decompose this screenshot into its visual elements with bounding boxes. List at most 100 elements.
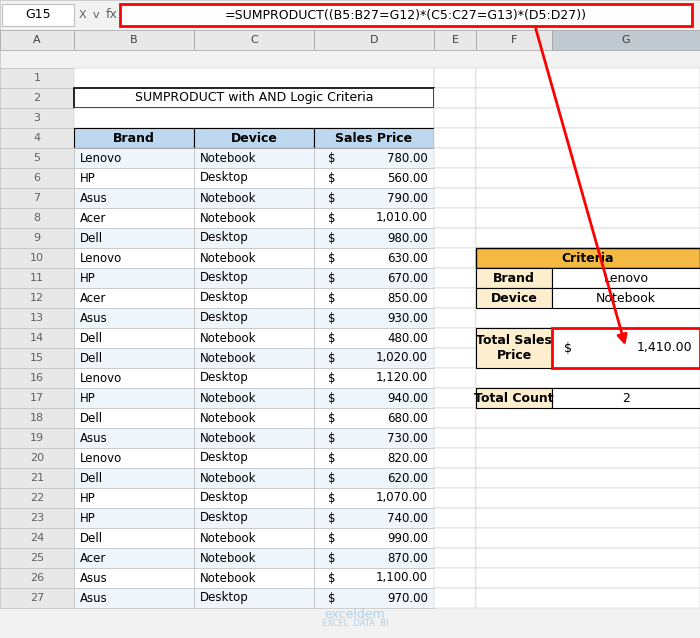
FancyBboxPatch shape [476, 168, 700, 188]
FancyBboxPatch shape [194, 408, 314, 428]
Text: $: $ [328, 392, 336, 404]
FancyBboxPatch shape [476, 468, 700, 488]
FancyBboxPatch shape [74, 288, 194, 308]
FancyBboxPatch shape [194, 308, 314, 328]
Text: Device: Device [491, 292, 538, 304]
Text: 1,410.00: 1,410.00 [636, 341, 692, 355]
FancyBboxPatch shape [476, 288, 700, 308]
Text: Notebook: Notebook [200, 151, 256, 165]
FancyBboxPatch shape [434, 408, 476, 428]
FancyBboxPatch shape [74, 348, 194, 368]
FancyBboxPatch shape [194, 228, 314, 248]
Text: $: $ [328, 332, 336, 345]
Text: Lenovo: Lenovo [80, 251, 122, 265]
FancyBboxPatch shape [314, 448, 434, 468]
Text: $: $ [328, 512, 336, 524]
Text: Lenovo: Lenovo [80, 151, 122, 165]
FancyBboxPatch shape [74, 30, 194, 50]
Text: Notebook: Notebook [200, 191, 256, 205]
FancyBboxPatch shape [476, 368, 700, 388]
Text: Desktop: Desktop [200, 371, 248, 385]
FancyBboxPatch shape [434, 288, 476, 308]
FancyBboxPatch shape [476, 348, 700, 368]
FancyBboxPatch shape [194, 508, 314, 528]
Text: $: $ [328, 371, 336, 385]
FancyBboxPatch shape [434, 488, 476, 508]
Text: G15: G15 [25, 8, 51, 22]
FancyBboxPatch shape [476, 388, 552, 408]
FancyBboxPatch shape [314, 528, 434, 548]
FancyBboxPatch shape [476, 588, 700, 608]
FancyBboxPatch shape [0, 508, 74, 528]
FancyBboxPatch shape [74, 108, 434, 128]
Text: 1,020.00: 1,020.00 [376, 352, 428, 364]
FancyBboxPatch shape [476, 148, 700, 168]
Text: $: $ [328, 551, 336, 565]
FancyBboxPatch shape [476, 268, 552, 288]
FancyBboxPatch shape [0, 548, 74, 568]
Text: 680.00: 680.00 [387, 412, 428, 424]
FancyBboxPatch shape [74, 208, 194, 228]
FancyBboxPatch shape [194, 148, 314, 168]
FancyBboxPatch shape [0, 588, 74, 608]
Text: F: F [511, 35, 517, 45]
Text: Notebook: Notebook [200, 212, 256, 225]
Text: Desktop: Desktop [200, 512, 248, 524]
Text: 24: 24 [30, 533, 44, 543]
FancyBboxPatch shape [434, 568, 476, 588]
Text: Notebook: Notebook [200, 431, 256, 445]
Text: 560.00: 560.00 [387, 172, 428, 184]
Text: Dell: Dell [80, 531, 103, 544]
FancyBboxPatch shape [0, 488, 74, 508]
FancyBboxPatch shape [0, 0, 700, 68]
FancyBboxPatch shape [476, 328, 700, 348]
Text: Dell: Dell [80, 412, 103, 424]
FancyBboxPatch shape [476, 288, 552, 308]
Text: Criteria: Criteria [561, 251, 615, 265]
Text: v: v [92, 10, 99, 20]
Text: 21: 21 [30, 473, 44, 483]
FancyBboxPatch shape [0, 108, 74, 128]
Text: Desktop: Desktop [200, 172, 248, 184]
Text: 1: 1 [34, 73, 41, 83]
FancyBboxPatch shape [476, 328, 552, 368]
FancyBboxPatch shape [476, 108, 700, 128]
FancyBboxPatch shape [314, 408, 434, 428]
Text: X: X [78, 10, 86, 20]
FancyBboxPatch shape [2, 4, 74, 26]
FancyBboxPatch shape [194, 168, 314, 188]
FancyBboxPatch shape [74, 488, 194, 508]
Text: Total Count: Total Count [474, 392, 554, 404]
FancyBboxPatch shape [0, 30, 74, 50]
Text: Total Sales
Price: Total Sales Price [476, 334, 552, 362]
Text: $: $ [328, 251, 336, 265]
Text: Asus: Asus [80, 311, 108, 325]
Text: Notebook: Notebook [200, 332, 256, 345]
FancyBboxPatch shape [314, 488, 434, 508]
Text: 620.00: 620.00 [387, 471, 428, 484]
Text: B: B [130, 35, 138, 45]
FancyBboxPatch shape [0, 568, 74, 588]
Text: $: $ [328, 572, 336, 584]
FancyBboxPatch shape [194, 388, 314, 408]
Text: 1,010.00: 1,010.00 [376, 212, 428, 225]
FancyBboxPatch shape [476, 30, 552, 50]
FancyBboxPatch shape [434, 128, 476, 148]
FancyBboxPatch shape [0, 408, 74, 428]
Text: Desktop: Desktop [200, 272, 248, 285]
Text: $: $ [328, 491, 336, 505]
FancyBboxPatch shape [194, 448, 314, 468]
Text: =SUMPRODUCT((B5:B27=G12)*(C5:C27=G13)*(D5:D27)): =SUMPRODUCT((B5:B27=G12)*(C5:C27=G13)*(D… [225, 8, 587, 22]
FancyBboxPatch shape [314, 148, 434, 168]
Text: 670.00: 670.00 [387, 272, 428, 285]
FancyBboxPatch shape [476, 408, 700, 428]
FancyBboxPatch shape [74, 588, 194, 608]
FancyBboxPatch shape [74, 148, 194, 168]
FancyBboxPatch shape [314, 548, 434, 568]
Text: A: A [33, 35, 41, 45]
Text: Acer: Acer [80, 551, 106, 565]
Text: Lenovo: Lenovo [80, 452, 122, 464]
Text: 13: 13 [30, 313, 44, 323]
Text: 480.00: 480.00 [387, 332, 428, 345]
FancyBboxPatch shape [314, 468, 434, 488]
